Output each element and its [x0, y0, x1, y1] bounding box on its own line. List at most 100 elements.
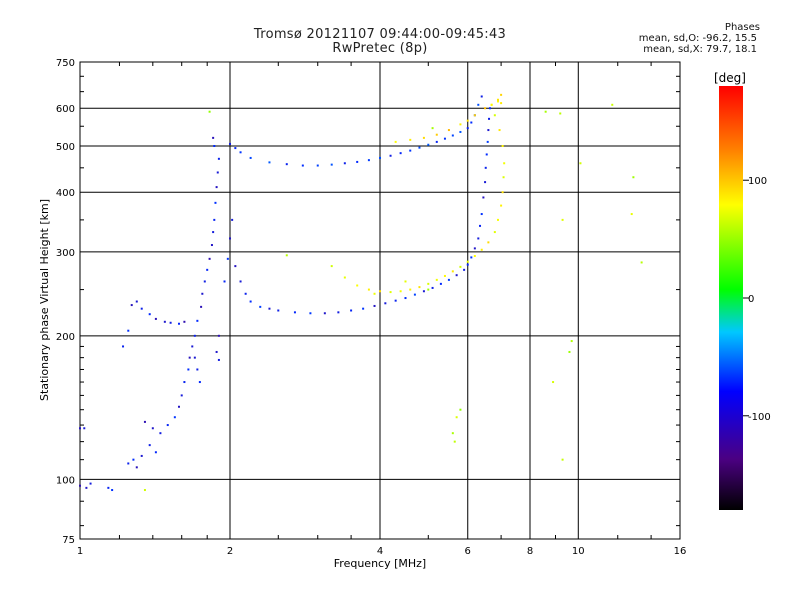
data-point	[85, 486, 88, 489]
data-point	[140, 454, 143, 457]
data-point	[493, 114, 496, 117]
y-tick-label: 100	[56, 475, 75, 486]
data-point	[640, 261, 643, 264]
data-point	[234, 265, 237, 268]
data-point	[208, 110, 211, 113]
data-point	[632, 176, 635, 179]
phase-stats-x: mean, sd,X: 79.7, 18.1	[643, 44, 757, 55]
data-point	[466, 119, 469, 122]
colorbar-tick-label: 0	[748, 294, 754, 305]
data-point	[479, 224, 482, 227]
data-point	[183, 320, 186, 323]
data-point	[154, 451, 157, 454]
y-tick-label: 750	[56, 58, 75, 69]
data-point	[503, 162, 506, 165]
data-point	[196, 319, 199, 322]
y-tick-label: 400	[56, 188, 75, 199]
data-point	[480, 248, 483, 251]
data-point	[485, 153, 488, 156]
data-point	[277, 309, 280, 312]
data-point	[501, 144, 504, 147]
data-point	[484, 181, 487, 184]
data-point	[427, 288, 430, 291]
y-axis-label: Stationary phase Virtual Height [km]	[38, 199, 51, 401]
data-point	[268, 161, 271, 164]
data-point	[140, 307, 143, 310]
data-point	[229, 142, 231, 145]
colorbar-label: [deg]	[714, 71, 746, 85]
data-point	[259, 305, 262, 308]
data-point	[356, 284, 359, 287]
colorbar-tick-label: 100	[748, 176, 767, 187]
data-point	[111, 489, 114, 492]
data-point	[151, 427, 154, 430]
colorbar	[719, 86, 743, 510]
data-point	[379, 290, 381, 293]
data-point	[484, 107, 487, 110]
data-point	[500, 204, 503, 207]
data-point	[435, 140, 438, 143]
data-point	[427, 282, 430, 285]
data-point	[559, 112, 562, 115]
data-point	[399, 152, 402, 155]
data-point	[466, 263, 469, 266]
data-point	[439, 282, 442, 285]
data-point	[323, 312, 326, 315]
data-point	[239, 280, 242, 283]
data-point	[191, 345, 194, 348]
x-tick-label: 1	[77, 546, 83, 557]
data-point	[201, 292, 204, 295]
data-point	[132, 458, 135, 461]
data-point	[196, 368, 199, 371]
data-point	[409, 138, 412, 141]
data-point	[447, 129, 450, 132]
data-point	[455, 274, 458, 277]
data-point	[570, 340, 573, 343]
y-tick-label: 300	[56, 248, 75, 259]
x-tick-label: 8	[527, 546, 533, 557]
data-point	[379, 156, 381, 159]
data-point	[215, 350, 218, 353]
colorbar-tick-label: -100	[748, 412, 771, 423]
scatter-points	[79, 93, 643, 492]
data-point	[367, 159, 370, 162]
data-point	[135, 300, 138, 303]
data-point	[213, 218, 216, 221]
data-point	[552, 381, 555, 384]
data-point	[451, 432, 454, 435]
data-point	[409, 288, 412, 291]
data-point	[477, 237, 480, 240]
y-tick-label: 200	[56, 332, 75, 343]
data-point	[215, 186, 218, 189]
data-point	[498, 129, 501, 132]
data-point	[203, 280, 206, 283]
data-point	[130, 304, 133, 307]
data-point	[187, 368, 190, 371]
data-point	[217, 157, 220, 160]
data-point	[466, 127, 469, 130]
data-point	[443, 274, 446, 277]
data-point	[487, 129, 490, 132]
y-tick-labels: 75 100 200 300 400 500 600 750	[56, 58, 75, 546]
data-point	[268, 307, 271, 310]
data-point	[394, 140, 397, 143]
data-point	[330, 265, 333, 268]
data-point	[198, 381, 201, 384]
data-point	[166, 424, 169, 427]
data-point	[309, 312, 312, 315]
data-point	[122, 345, 125, 348]
data-point	[362, 307, 365, 310]
data-point	[343, 162, 346, 165]
data-point	[216, 171, 219, 174]
y-tick-label: 75	[62, 535, 75, 546]
chart-title-line1: Tromsø 20121107 09:44:00-09:45:43	[253, 27, 507, 42]
data-point	[418, 286, 421, 289]
data-point	[285, 163, 288, 166]
data-point	[107, 486, 110, 489]
data-point	[482, 196, 485, 199]
data-point	[496, 100, 499, 103]
data-point	[330, 163, 333, 166]
x-tick-label: 4	[377, 546, 383, 557]
data-point	[183, 381, 186, 384]
